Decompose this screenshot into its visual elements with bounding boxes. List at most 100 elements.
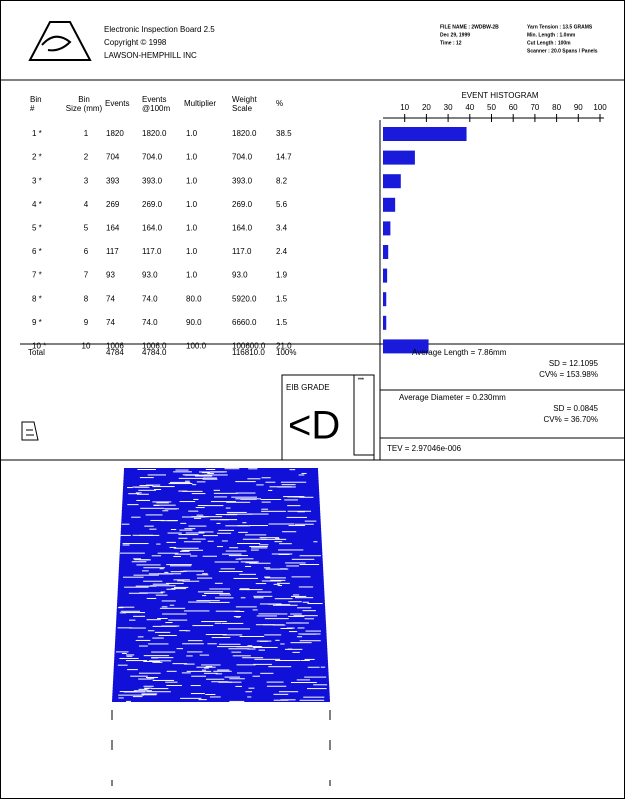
yarn-streak [199,699,207,700]
yarn-streak [197,578,212,579]
yarn-streak [151,652,175,653]
yarn-streak [278,613,288,614]
yarn-streak [146,691,170,692]
table-cell: 1.0 [186,153,198,162]
yarn-streak [129,593,148,594]
table-cell: 8 * [32,294,42,303]
yarn-streak [162,600,176,601]
yarn-streak [155,632,170,633]
yarn-streak [262,502,271,503]
yarn-streak [180,501,196,502]
table-cell: 80.0 [186,294,202,303]
yarn-streak [153,680,174,681]
yarn-streak [268,490,272,491]
table-cell: 393.0 [142,176,163,185]
yarn-streak [199,531,214,532]
table-cell: 9 * [32,318,42,327]
yarn-streak [120,612,126,613]
table-cell: 74 [106,294,115,303]
yarn-streak [153,626,177,627]
yarn-streak [279,691,298,692]
yarn-streak [142,570,149,571]
table-cell: 93.0 [232,271,248,280]
yarn-streak [147,598,156,599]
table-cell: 9 [84,318,89,327]
yarn-streak [303,602,309,603]
yarn-streak [245,566,251,567]
table-cell: 1.0 [186,129,198,138]
header-line: Copyright © 1998 [104,38,167,47]
yarn-row [120,555,323,558]
yarn-streak [122,524,130,525]
yarn-streak [212,637,231,638]
yarn-streak [303,697,324,698]
yarn-streak [222,554,241,555]
yarn-streak [300,555,321,556]
yarn-streak [164,508,179,509]
yarn-streak [179,530,192,531]
yarn-streak [168,533,182,534]
table-cell: 704 [106,153,120,162]
yarn-streak [187,651,202,652]
yarn-streak [229,555,248,556]
yarn-streak [139,646,148,647]
x-tick-label: 30 [444,103,453,112]
yarn-streak [204,474,227,475]
yarn-streak [182,550,204,551]
yarn-streak [203,505,223,506]
yarn-streak [161,520,178,521]
header-line: LAWSON-HEMPHILL INC [104,51,197,60]
yarn-streak [253,609,258,610]
yarn-streak [189,526,207,527]
table-cell: 1.0 [186,200,198,209]
yarn-streak [265,618,289,619]
yarn-streak [321,667,325,668]
yarn-streak [278,549,303,550]
yarn-streak [143,686,153,687]
yarn-streak [291,596,306,597]
yarn-streak [180,551,189,552]
yarn-streak [206,666,213,667]
total-cell: 4784 [106,348,124,357]
yarn-row [120,537,321,540]
yarn-streak [148,630,154,631]
total-cell: 100% [276,348,296,357]
table-cell: 1.0 [186,271,198,280]
yarn-streak [264,567,270,568]
yarn-streak [277,583,290,584]
x-tick-label: 100 [593,103,607,112]
yarn-streak [280,568,287,569]
yarn-streak [134,559,149,560]
yarn-streak [285,562,306,563]
yarn-streak [132,561,147,562]
yarn-streak [292,576,311,577]
yarn-streak [236,606,257,607]
yarn-streak [292,652,299,653]
yarn-streak [236,617,240,618]
yarn-streak [247,478,260,479]
column-header-line: @100m [142,104,170,113]
column-header-line: Bin [30,95,42,104]
yarn-streak [259,650,265,651]
yarn-streak [122,653,127,654]
yarn-row [120,549,322,552]
yarn-streak [191,693,205,694]
yarn-streak [186,532,205,533]
total-cell: Total [28,348,45,357]
table-cell: 2 [84,153,89,162]
yarn-streak [257,641,272,642]
yarn-streak [274,584,280,585]
table-cell: 117 [106,247,119,256]
yarn-streak [300,564,320,565]
yarn-streak [146,485,160,486]
histogram-bar [383,292,386,306]
stat-line: Average Length = 7.86mm [412,348,507,357]
x-tick-label: 40 [465,103,474,112]
yarn-streak [272,553,293,554]
table-cell: 74.0 [142,294,158,303]
yarn-streak [133,616,145,617]
yarn-streak [191,685,201,686]
yarn-streak [179,478,204,479]
yarn-streak [168,620,187,621]
table-cell: 704.0 [232,153,253,162]
